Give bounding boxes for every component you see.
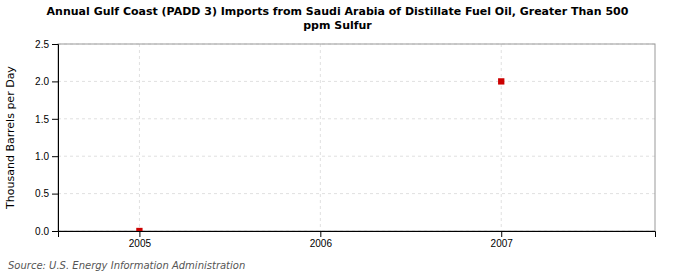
grid-line [139,44,140,231]
tick-mark [320,231,321,237]
tick-label: 2006 [310,238,333,249]
x-axis: 2005 2006 2007 [59,231,656,249]
plot-frame [58,44,655,231]
tick-label: 1.5 [35,114,49,125]
tick: 2007 [491,231,514,249]
grid-line [501,44,502,231]
tick: 0.0 [35,226,58,237]
grid-line [320,44,321,231]
y-axis: 0.0 0.5 1.0 1.5 2.0 2.5 [35,39,58,237]
tick-mark [52,81,58,82]
tick-mark [52,119,58,120]
title-line: Annual Gulf Coast (PADD 3) Imports from … [47,5,629,18]
tick-mark [52,231,58,232]
annotation: Source: U.S. Energy Information Administ… [8,260,245,271]
grid [58,44,655,231]
tick: 2.5 [35,39,58,50]
tick-label: 0.5 [35,188,49,199]
plot: 2005 2006 2007 0.0 0.5 1.0 1.5 2.0 2.5 [35,39,655,249]
grid-line [58,156,655,157]
axis-title: Thousand Barrels per Day [4,66,17,210]
axis-line [59,232,656,238]
grid-line [58,193,655,194]
tick-label: 2.5 [35,39,49,50]
points [136,78,504,231]
tick-label: 2005 [129,238,152,249]
tick: 2006 [310,231,333,249]
axis-line [52,45,59,232]
tick: 2.0 [35,76,58,87]
tick-mark [52,194,58,195]
chart: 2005 2006 2007 0.0 0.5 1.0 1.5 2.0 2.5 Thousand B… [0,0,675,275]
tick-mark [52,156,58,157]
point [498,78,504,84]
tick-label: 2.0 [35,76,49,87]
title: Annual Gulf Coast (PADD 3) Imports from … [47,5,629,32]
tick-mark [52,44,58,45]
tick-mark [501,231,502,237]
title-line: ppm Sulfur [303,19,372,32]
tick-label: 1.0 [35,151,49,162]
grid-line [58,118,655,119]
tick: 1.0 [35,151,58,162]
grid-line [58,81,655,82]
tick-mark [139,231,140,237]
tick: 0.5 [35,188,58,199]
tick-label: 0.0 [35,226,49,237]
tick-label: 2007 [491,238,514,249]
tick: 1.5 [35,114,58,125]
point [136,228,142,231]
tick: 2005 [129,231,152,249]
